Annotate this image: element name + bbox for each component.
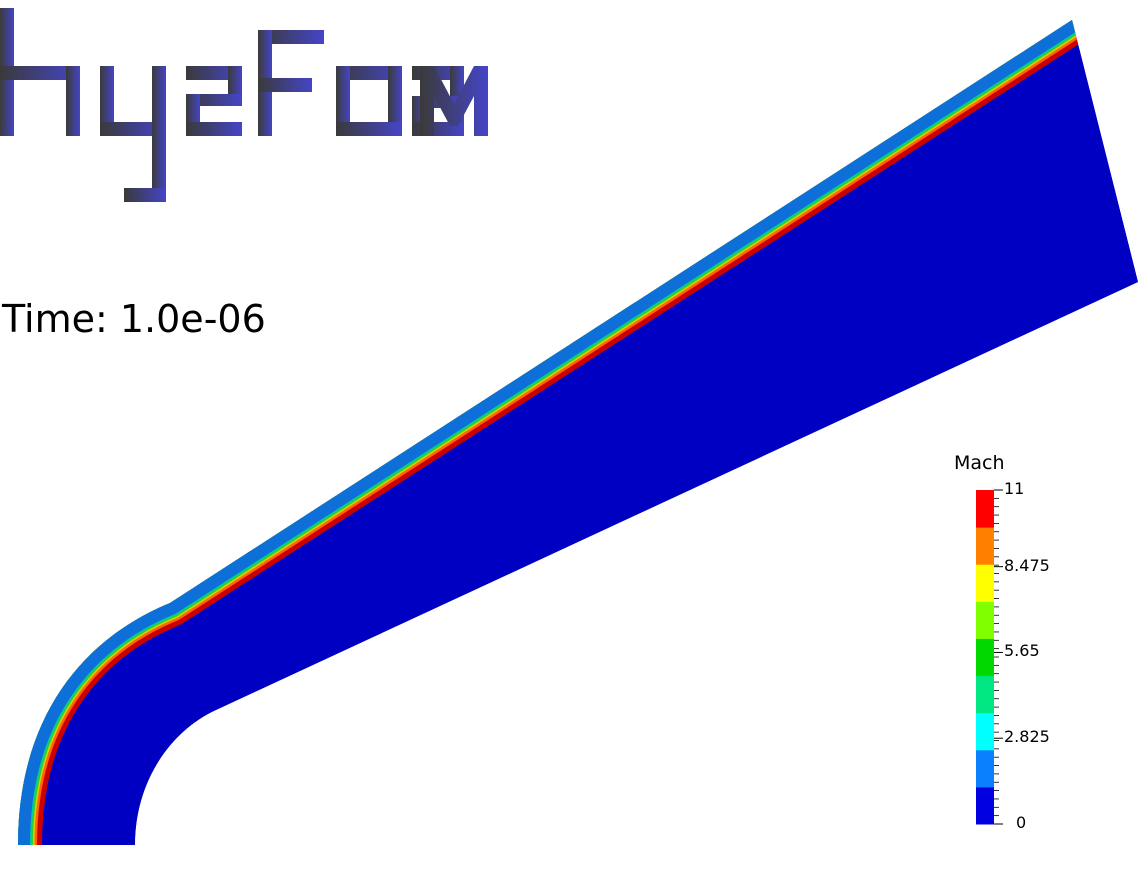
colorbar-band: [976, 638, 994, 677]
colorbar-tick-label: 5.65: [1004, 641, 1040, 661]
time-label: Time: 1.0e-06: [2, 297, 266, 341]
flow-field: [18, 20, 1138, 845]
colorbar-band: [976, 786, 994, 825]
colorbar-band: [976, 490, 994, 528]
hy2foam-logo: [0, 8, 488, 202]
colorbar-band: [976, 675, 994, 714]
colorbar-band: [976, 527, 994, 565]
boundary-layer-band: [18, 20, 1079, 845]
colorbar-title: Mach: [954, 452, 1005, 474]
colorbar-tick-label: 11: [1004, 479, 1025, 498]
colorbar-tick-label: 8.475: [1004, 555, 1050, 575]
free-stream-region: [62, 48, 1138, 845]
colorbar-tick-label: 2.825: [1004, 727, 1050, 747]
colorbar-band: [976, 749, 994, 788]
colorbar-tick-label: 0: [1016, 813, 1027, 832]
colorbar-band: [976, 601, 994, 639]
colorbar-band: [976, 564, 994, 602]
colorbar-band: [976, 712, 994, 751]
colorbar: [976, 489, 1003, 825]
boundary-layers: [18, 20, 1138, 845]
